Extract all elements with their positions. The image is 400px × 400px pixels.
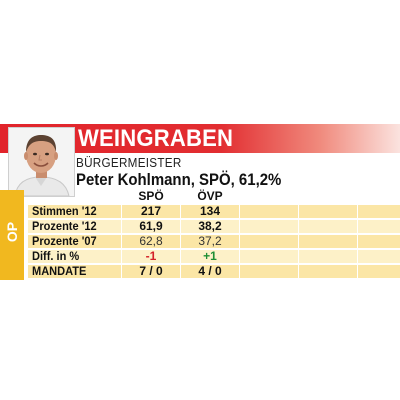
table-row: Prozente '07 62,8 37,2 (28, 235, 400, 248)
mayor-photo (8, 127, 75, 197)
column-divider (180, 190, 181, 280)
role-label: BÜRGERMEISTER (76, 155, 182, 170)
table-row: Diff. in % -1 +1 (28, 250, 400, 263)
spoe-value: 217 (140, 204, 162, 218)
oevp-value: 37,2 (198, 234, 222, 248)
row-label: Stimmen '12 (32, 204, 97, 218)
row-label: Prozente '07 (32, 234, 97, 248)
spoe-value: 61,9 (139, 219, 163, 233)
column-divider (239, 190, 240, 280)
table-header: SPÖ ÖVP (28, 190, 400, 204)
table-row: Prozente '12 61,9 38,2 (28, 220, 400, 233)
spoe-value: 62,8 (139, 234, 163, 248)
side-tab-label: OP (4, 221, 20, 243)
table-row: MANDATE 7 / 0 4 / 0 (28, 265, 400, 278)
column-divider (357, 190, 358, 280)
row-label: Diff. in % (32, 249, 80, 263)
spoe-value: -1 (145, 249, 157, 263)
row-label: Prozente '12 (32, 219, 97, 233)
side-tab (0, 190, 24, 280)
column-header-oevp: ÖVP (197, 189, 223, 203)
column-divider (121, 190, 122, 280)
oevp-value: 134 (199, 204, 221, 218)
column-header-spoe: SPÖ (138, 189, 164, 203)
row-label: MANDATE (32, 264, 87, 278)
table-row: Stimmen '12 217 134 (28, 205, 400, 218)
results-table: SPÖ ÖVP Stimmen '12 217 134 Prozente '12… (28, 190, 400, 280)
oevp-value: 38,2 (198, 219, 222, 233)
municipality-title: WEINGRABEN (78, 125, 234, 152)
spoe-value: 7 / 0 (139, 264, 163, 278)
mayor-photo-illustration (9, 128, 74, 196)
oevp-value: 4 / 0 (198, 264, 222, 278)
column-divider (298, 190, 299, 280)
mayor-name: Peter Kohlmann, SPÖ, 61,2% (76, 170, 282, 189)
oevp-value: +1 (203, 249, 217, 263)
